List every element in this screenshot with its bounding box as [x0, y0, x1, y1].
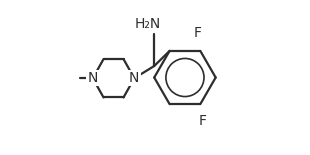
Text: N: N: [129, 71, 140, 85]
Text: N: N: [88, 71, 98, 85]
Text: F: F: [194, 26, 202, 40]
Text: F: F: [199, 114, 207, 128]
Text: H₂N: H₂N: [135, 17, 161, 31]
